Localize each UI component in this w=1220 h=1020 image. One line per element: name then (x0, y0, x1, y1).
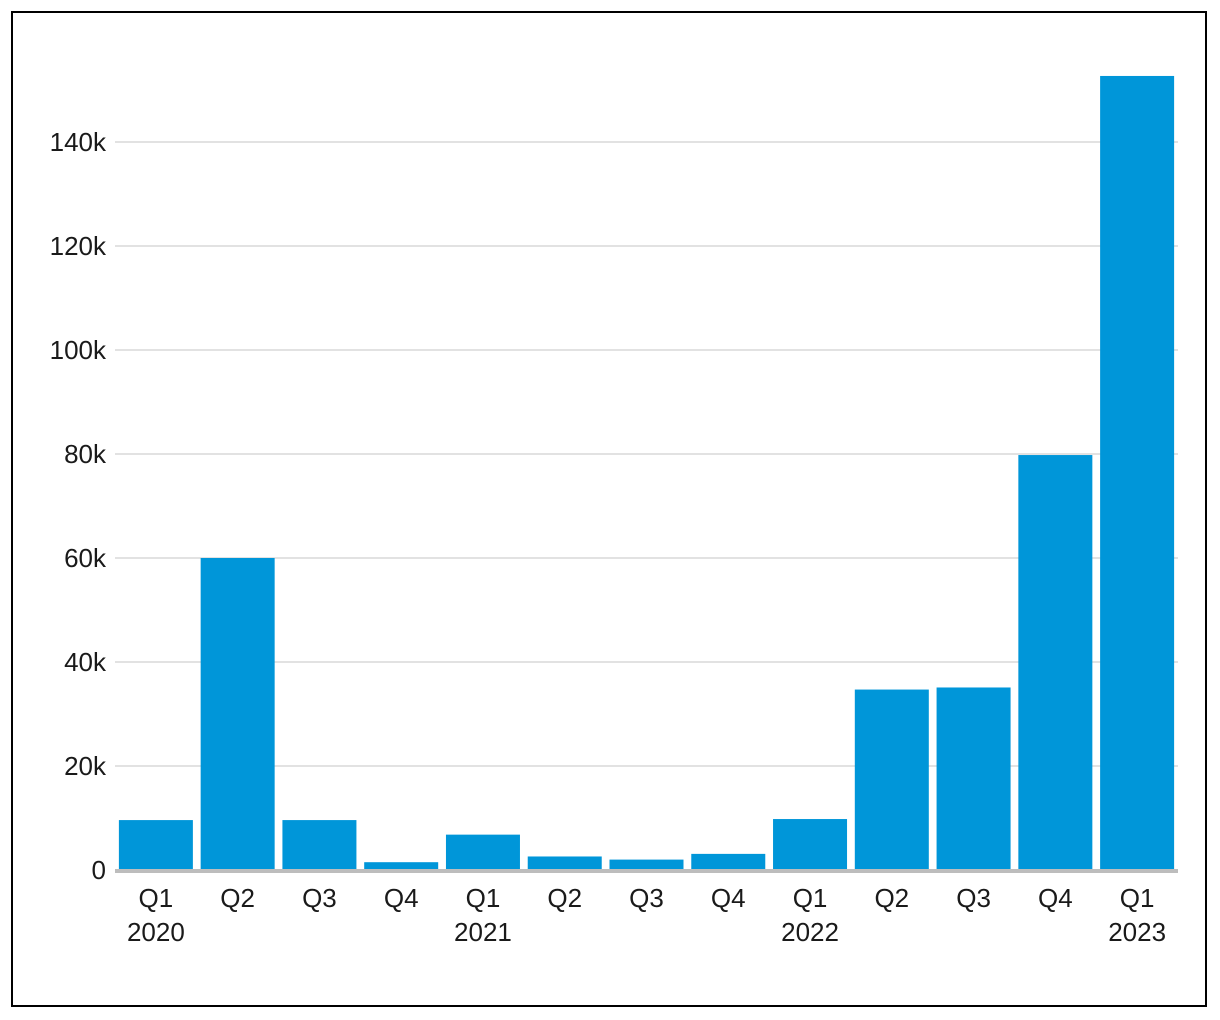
y-axis-ticks: 0 20k 40k 60k 80k 100k 120k 140k (50, 127, 107, 885)
y-tick-label: 80k (64, 439, 107, 469)
bar (609, 859, 684, 870)
bar (200, 558, 275, 870)
bar (282, 820, 357, 870)
x-tick-year-label: 2021 (454, 917, 512, 947)
x-tick-quarter-label: Q2 (874, 883, 909, 913)
x-tick-quarter-label: Q3 (629, 883, 664, 913)
y-tick-label: 60k (64, 543, 107, 573)
bar (936, 687, 1011, 870)
y-tick-label: 120k (50, 231, 107, 261)
bar (118, 820, 193, 870)
x-tick-quarter-label: Q4 (384, 883, 419, 913)
bars (118, 75, 1175, 870)
bar (691, 853, 766, 870)
x-axis-ticks: Q1 2020 Q2 Q3 Q4 Q1 2021 Q2 Q3 Q4 Q1 2022 Q2 Q3 Q4 Q1 20… (127, 883, 1166, 947)
bar (445, 834, 520, 870)
x-tick-quarter-label: Q4 (1038, 883, 1073, 913)
x-tick-quarter-label: Q4 (711, 883, 746, 913)
x-tick-quarter-label: Q1 (1120, 883, 1155, 913)
x-tick-quarter-label: Q1 (466, 883, 501, 913)
bar (1018, 455, 1093, 870)
x-tick-quarter-label: Q1 (139, 883, 174, 913)
bar (1100, 75, 1175, 870)
bar (527, 856, 602, 870)
x-tick-year-label: 2022 (781, 917, 839, 947)
x-tick-year-label: 2023 (1108, 917, 1166, 947)
x-tick-quarter-label: Q2 (547, 883, 582, 913)
y-tick-label: 100k (50, 335, 107, 365)
bar (854, 689, 929, 870)
x-tick-quarter-label: Q3 (956, 883, 991, 913)
y-tick-label: 20k (64, 751, 107, 781)
bar (364, 862, 439, 870)
x-tick-quarter-label: Q3 (302, 883, 337, 913)
x-tick-year-label: 2020 (127, 917, 185, 947)
y-tick-label: 40k (64, 647, 107, 677)
bar (773, 819, 848, 870)
x-tick-quarter-label: Q1 (793, 883, 828, 913)
x-tick-quarter-label: Q2 (220, 883, 255, 913)
y-tick-label: 140k (50, 127, 107, 157)
y-tick-label: 0 (92, 855, 106, 885)
